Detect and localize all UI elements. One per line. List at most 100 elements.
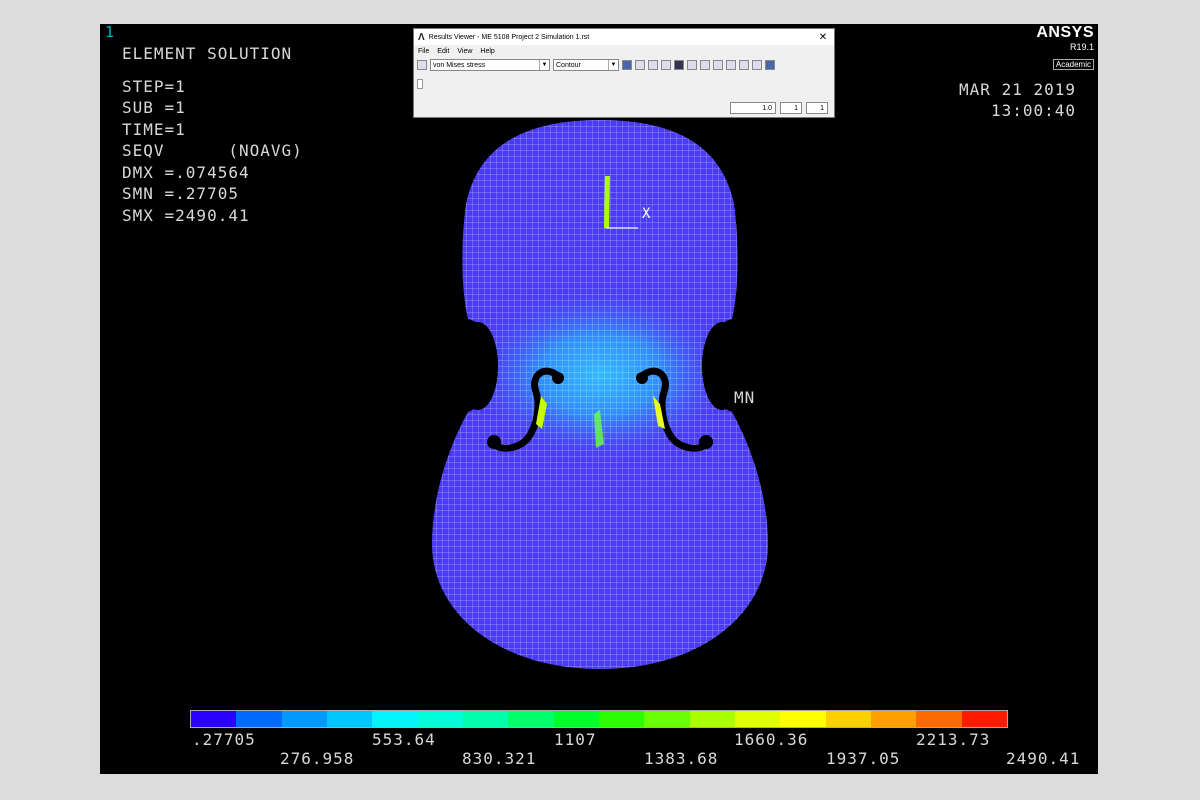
info-dmx: DMX =.074564 — [122, 162, 250, 182]
legend-value: 1107 — [554, 730, 597, 749]
legend-swatch — [326, 711, 373, 727]
min-marker-label: MN — [734, 388, 756, 407]
left-c-bout — [458, 322, 498, 410]
triad-x-label: X — [642, 206, 651, 222]
info-time: TIME=1 — [122, 119, 186, 139]
plot-date: MAR 21 2019 — [959, 80, 1076, 99]
menu-file[interactable]: File — [418, 47, 430, 55]
left-f-hole — [490, 367, 562, 452]
exit-icon[interactable] — [765, 60, 775, 70]
results-viewer-window[interactable]: Λ Results Viewer - ME 5108 Project 2 Sim… — [413, 28, 835, 118]
info-sub: SUB =1 — [122, 98, 186, 117]
legend-swatch — [553, 711, 599, 727]
legend-value: 1937.05 — [826, 749, 901, 768]
mesh-overlay — [432, 120, 768, 669]
result-item-value: von Mises stress — [433, 61, 486, 69]
legend-value: 2213.73 — [916, 730, 991, 749]
logo-edition: Academic — [1052, 59, 1094, 70]
legend-swatch — [689, 711, 735, 727]
menu-help[interactable]: Help — [480, 47, 495, 55]
legend-swatch — [417, 711, 463, 727]
legend-value: 2490.41 — [1006, 749, 1081, 768]
chevron-down-icon: ▼ — [539, 60, 549, 70]
legend-swatch — [462, 711, 509, 727]
right-f-hole — [638, 367, 710, 452]
legend-value: 553.64 — [372, 730, 436, 749]
list-icon[interactable] — [661, 60, 671, 70]
scale-field[interactable]: 1.0 — [730, 102, 776, 114]
capture-icon[interactable] — [739, 60, 749, 70]
legend-swatch — [281, 711, 327, 727]
info-step: STEP=1 — [122, 76, 186, 96]
legend-value: .27705 — [192, 730, 256, 749]
vector-icon[interactable] — [700, 60, 710, 70]
legend-values-bottom: 276.958 830.321 1383.68 1937.05 2490.41 — [280, 749, 1098, 769]
left-f-hole-eye-bottom — [487, 435, 501, 449]
results-viewer-title: Results Viewer - ME 5108 Project 2 Simul… — [428, 33, 590, 41]
step-field-b[interactable]: 1 — [806, 102, 828, 114]
element-icon[interactable] — [726, 60, 736, 70]
info-smn: SMN =.27705 — [122, 184, 239, 203]
legend-swatch — [870, 711, 917, 727]
ansys-logo: ANSYS R19.1 Academic — [1036, 24, 1094, 71]
plot-time: 13:00:40 — [990, 101, 1076, 120]
results-viewer-titlebar[interactable]: Λ Results Viewer - ME 5108 Project 2 Sim… — [414, 29, 834, 45]
ansys-app-icon: Λ — [418, 31, 425, 43]
menu-edit[interactable]: Edit — [437, 47, 450, 55]
result-type-icon[interactable] — [417, 60, 427, 70]
solution-info: ELEMENT SOLUTION STEP=1 SUB =1 TIME=1 SE… — [122, 44, 303, 227]
info-smx: SMX =2490.41 — [122, 205, 250, 225]
step-field-a[interactable]: 1 — [780, 102, 802, 114]
legend-value: 1383.68 — [644, 749, 719, 768]
node-icon[interactable] — [713, 60, 723, 70]
legend-value: 276.958 — [280, 749, 355, 768]
high-stress-right — [653, 396, 665, 429]
right-c-bout — [702, 322, 742, 410]
date-time: MAR 21 2019 13:00:40 — [959, 80, 1076, 122]
legend-swatch — [236, 711, 282, 727]
timeline-slider[interactable] — [417, 79, 423, 89]
close-icon[interactable]: ✕ — [818, 31, 828, 43]
high-stress-center — [594, 410, 604, 448]
violin-plate: X — [432, 120, 768, 669]
right-f-hole-eye-top — [636, 372, 648, 384]
query-icon[interactable] — [635, 60, 645, 70]
print-icon[interactable] — [752, 60, 762, 70]
logo-name: ANSYS — [1036, 24, 1094, 41]
high-stress-left — [536, 396, 547, 429]
menu-bar: File Edit View Help — [414, 45, 834, 57]
legend-swatch — [825, 711, 871, 727]
results-toolbar: von Mises stress ▼ Contour ▼ — [414, 57, 834, 73]
info-seqv: SEQV (NOAVG) — [122, 141, 303, 160]
plot-type-select[interactable]: Contour ▼ — [553, 59, 619, 71]
solution-title: ELEMENT SOLUTION — [122, 44, 293, 63]
legend-swatch — [644, 711, 690, 727]
legend-swatch — [734, 711, 781, 727]
result-item-select[interactable]: von Mises stress ▼ — [430, 59, 550, 71]
legend-value: 830.321 — [462, 749, 537, 768]
animate-icon[interactable] — [648, 60, 658, 70]
plot-type-value: Contour — [556, 61, 581, 69]
left-f-hole-eye-top — [552, 372, 564, 384]
legend-swatch — [191, 711, 237, 727]
logo-version: R19.1 — [1069, 42, 1094, 52]
legend-swatch — [916, 711, 962, 727]
legend-swatch — [508, 711, 554, 727]
legend-swatch — [372, 711, 418, 727]
window-number: 1 — [105, 24, 116, 41]
chevron-down-icon: ▼ — [608, 60, 618, 70]
color-legend-bar — [190, 710, 1008, 728]
plot-results-icon[interactable] — [622, 60, 632, 70]
legend-swatch — [961, 711, 1007, 727]
menu-view[interactable]: View — [457, 47, 473, 55]
contour-options-icon[interactable] — [687, 60, 697, 70]
legend-values-top: .27705 553.64 1107 1660.36 2213.73 — [192, 730, 1072, 750]
legend-swatch — [780, 711, 826, 727]
graphics-viewport[interactable]: 1 ELEMENT SOLUTION STEP=1 SUB =1 TIME=1 … — [100, 24, 1098, 774]
display-icon[interactable] — [674, 60, 684, 70]
legend-value: 1660.36 — [734, 730, 809, 749]
step-controls: 1.0 1 1 — [730, 102, 828, 114]
legend-swatch — [598, 711, 645, 727]
right-f-hole-eye-bottom — [699, 435, 713, 449]
stress-contour-plot[interactable]: X — [100, 24, 1098, 774]
